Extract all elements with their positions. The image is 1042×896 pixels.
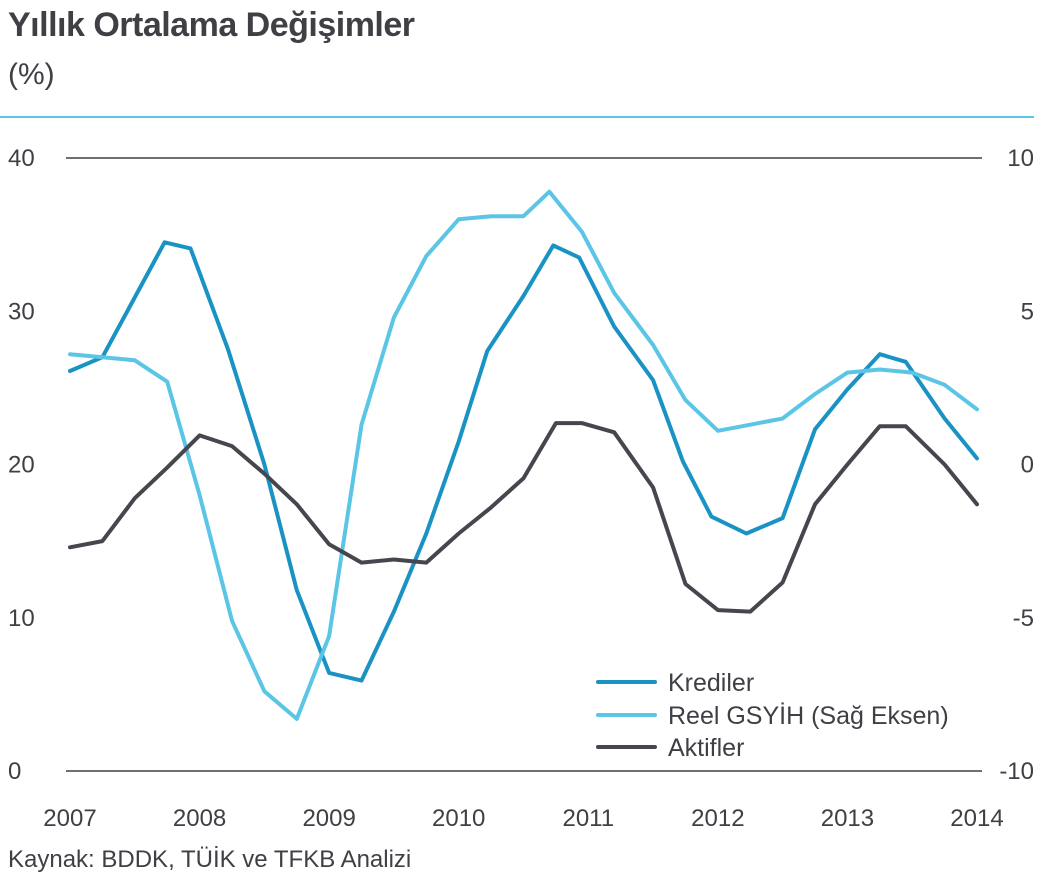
x-tick-label: 2008 [173, 805, 226, 832]
x-tick-label: 2009 [302, 805, 355, 832]
y-left-tick-label: 0 [8, 758, 21, 785]
y-left-tick-label: 30 [8, 298, 35, 325]
y-left-tick-label: 40 [8, 145, 35, 172]
x-tick-label: 2007 [43, 805, 96, 832]
legend: Krediler Reel GSYİH (Sağ Eksen) Aktifler [596, 669, 949, 762]
y-right-tick-label: -10 [999, 758, 1034, 785]
chart-subtitle: (%) [8, 58, 55, 91]
series-line-3 [68, 421, 979, 614]
legend-label: Krediler [668, 669, 754, 697]
header-rule [0, 116, 1034, 118]
y-left-tick-label: 10 [8, 605, 35, 632]
y-left-tick-label: 20 [8, 452, 35, 479]
y-right-tick-label: -5 [1013, 605, 1034, 632]
x-tick-label: 2012 [691, 805, 744, 832]
chart-title: Yıllık Ortalama Değişimler [8, 6, 415, 44]
x-tick-label: 2014 [950, 805, 1003, 832]
y-right-tick-label: 10 [1007, 145, 1034, 172]
axis-ticks: 0 10 20 30 40 -10 -5 0 5 10 2007 2008 2009 2010 2011 20… [8, 145, 1034, 832]
legend-label: Aktifler [668, 734, 744, 762]
x-tick-label: 2013 [821, 805, 874, 832]
source-note: Kaynak: BDDK, TÜİK ve TFKB Analizi [8, 846, 412, 873]
x-tick-label: 2010 [432, 805, 485, 832]
y-right-tick-label: 5 [1021, 298, 1034, 325]
series-lines [68, 189, 979, 721]
legend-label: Reel GSYİH (Sağ Eksen) [668, 701, 949, 730]
series-line-2 [68, 189, 979, 721]
gridlines [66, 157, 982, 772]
y-right-tick-label: 0 [1021, 452, 1034, 479]
x-tick-label: 2011 [562, 805, 614, 832]
series-line-1 [68, 240, 979, 683]
